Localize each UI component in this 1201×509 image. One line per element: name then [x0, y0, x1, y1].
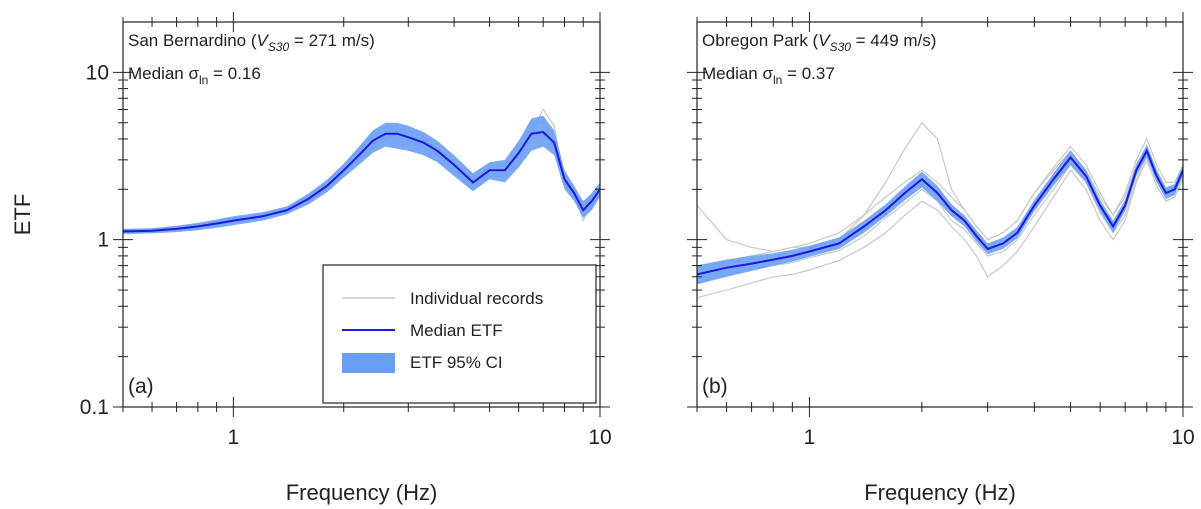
site-label-symbol: V — [257, 31, 270, 50]
sigma-label-symbol: σ — [762, 64, 773, 83]
sigma-label-prefix: Median — [128, 64, 188, 83]
median-line — [123, 130, 600, 233]
record-line — [697, 158, 1183, 299]
panel-label: (a) — [128, 375, 154, 398]
x-axis-title: Frequency (Hz) — [286, 480, 438, 505]
x-tick-label: 1 — [804, 426, 816, 449]
sigma-label-subscript: ln — [199, 73, 208, 87]
legend-ci-swatch — [342, 353, 395, 373]
sigma-label-subscript: ln — [773, 73, 782, 87]
legend-label: ETF 95% CI — [410, 353, 503, 372]
sigma-label-symbol: σ — [188, 64, 199, 83]
plot-frame — [696, 21, 1184, 408]
sigma-label: Median σln = 0.37 — [702, 64, 835, 87]
plot-area — [697, 121, 1183, 299]
record-line — [697, 121, 1183, 253]
legend-label: Median ETF — [410, 321, 503, 340]
median-line — [697, 148, 1183, 276]
site-label: San Bernardino (VS30 = 271 m/s) — [128, 31, 375, 54]
y-axis-title: ETF — [10, 194, 35, 236]
ci-band — [123, 115, 600, 235]
sigma-label-suffix: = 0.16 — [208, 64, 260, 83]
panel-label: (b) — [702, 375, 728, 398]
ci-band — [697, 144, 1183, 285]
site-label-suffix: = 271 m/s) — [289, 31, 375, 50]
x-tick-label: 10 — [588, 426, 611, 449]
y-tick-label: 10 — [86, 61, 109, 84]
record-line — [697, 158, 1183, 284]
plot-area — [123, 108, 600, 235]
legend-box — [322, 264, 597, 404]
x-tick-label: 1 — [228, 426, 240, 449]
y-tick-label: 1 — [97, 229, 109, 252]
record-line — [697, 137, 1183, 267]
sigma-label-suffix: = 0.37 — [782, 64, 834, 83]
sigma-label-prefix: Median — [702, 64, 762, 83]
site-label-subscript: S30 — [830, 40, 852, 54]
site-label-suffix: = 449 m/s) — [851, 31, 937, 50]
site-label-subscript: S30 — [268, 40, 290, 54]
plot-frame — [122, 21, 601, 408]
y-tick-label: 0.1 — [80, 396, 109, 419]
legend-label: Individual records — [410, 289, 543, 308]
x-axis-title: Frequency (Hz) — [864, 480, 1016, 505]
site-label-prefix: San Bernardino ( — [128, 31, 257, 50]
x-tick-label: 10 — [1171, 426, 1194, 449]
site-label-prefix: Obregon Park ( — [702, 31, 819, 50]
site-label-symbol: V — [818, 31, 831, 50]
site-label: Obregon Park (VS30 = 449 m/s) — [702, 31, 936, 54]
sigma-label: Median σln = 0.16 — [128, 64, 261, 87]
